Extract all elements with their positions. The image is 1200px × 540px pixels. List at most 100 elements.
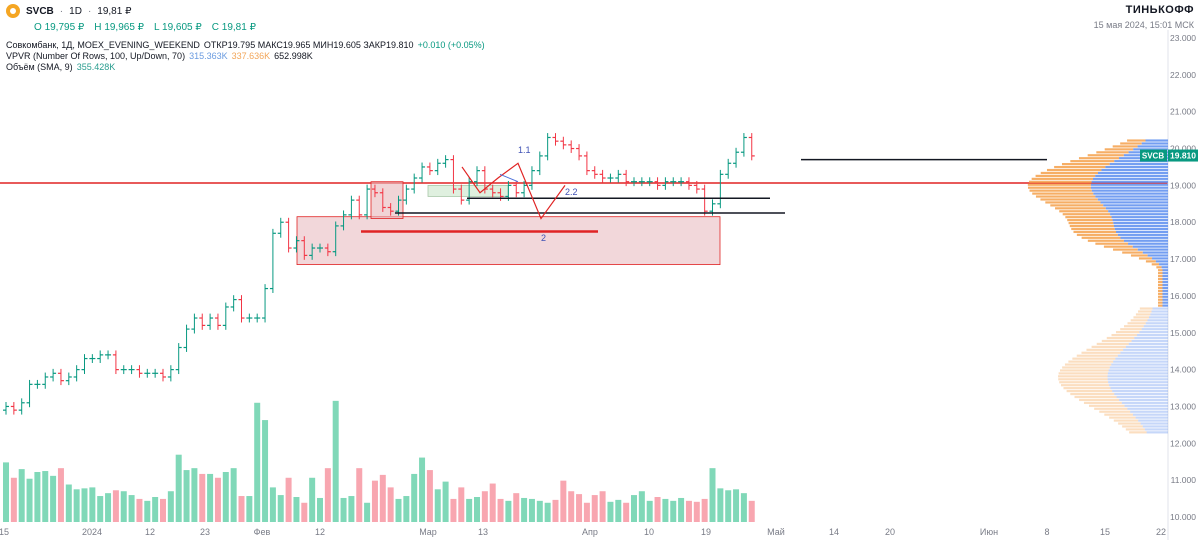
vpvr-down-bar [1135,313,1151,316]
vpvr-up-bar [1111,363,1168,366]
vpvr-up-bar [1134,336,1168,340]
vpvr-up-bar [1120,236,1168,239]
vpvr-down-bar [1096,342,1129,346]
x-tick-label: 19 [701,527,711,537]
vpvr-up-bar [1152,257,1168,260]
vpvr-up-bar [1103,204,1168,207]
volume-bar [552,499,559,522]
vpvr-up-bar [1136,333,1168,337]
vpvr-up-bar [1133,148,1168,151]
vpvr-up-bar [1130,410,1168,413]
x-tick-label: Апр [582,527,598,537]
volume-bar [18,469,25,522]
vpvr-down-bar [1040,171,1099,175]
volume-bar [709,468,716,522]
volume-bar [89,487,96,522]
volume-bar [269,487,276,522]
volume-bar [120,491,127,522]
vpvr-down-bar [1029,189,1092,192]
vpvr-down-bar [1078,157,1120,160]
vpvr-up-bar [1105,165,1168,169]
vpvr-down-bar [1070,392,1115,396]
vpvr-down-bar [1063,387,1111,390]
wave-annotation: 1.1 [518,145,531,155]
price-axis: 23.000 22.000 21.000 20.000 19.000 18.000 17.0… [1170,33,1196,522]
volume-bar [136,498,143,522]
x-tick-label: Мар [419,527,437,537]
volume-profile [1027,139,1168,434]
candles [3,133,755,415]
drawings: 1.1 2 2.2 [361,145,1047,243]
vpvr-down-bar [1087,239,1124,242]
vpvr-down-bar [1158,280,1163,284]
vpvr-up-bar [1123,239,1168,242]
wave-annotation: 2 [541,233,546,243]
x-tick-label: Июн [980,527,998,537]
volume-bar [34,472,41,522]
x-tick-label: 15 [0,527,9,537]
volume-bar [73,489,80,522]
vpvr-up-bar [1100,201,1168,204]
x-tick-label: 13 [478,527,488,537]
vpvr-down-bar [1062,366,1110,369]
vpvr-down-bar [1032,192,1094,195]
volume-bar [214,477,221,522]
vpvr-up-bar [1109,366,1168,369]
volume-bar [403,496,410,522]
vpvr-down-bar [1050,204,1104,207]
volume-bar [293,497,300,522]
x-tick-label: 8 [1044,527,1049,537]
volume-bar [191,468,198,522]
vpvr-down-bar [1071,227,1115,231]
vpvr-up-bar [1110,387,1168,390]
vpvr-down-bar [1074,395,1117,399]
vpvr-down-bar [1060,384,1110,387]
vpvr-down-bar [1064,363,1112,366]
vpvr-down-bar [1079,398,1120,402]
volume-bar [387,487,394,522]
volume-bar [112,490,119,522]
volume-bar [65,484,72,522]
vpvr-down-bar [1035,195,1096,198]
vpvr-down-bar [1067,219,1113,222]
vpvr-up-bar [1143,325,1168,328]
vpvr-down-bar [1158,277,1163,281]
y-tick-label: 10.000 [1170,512,1196,522]
volume-bar [254,402,261,522]
vpvr-down-bar [1127,139,1146,142]
y-tick-label: 11.000 [1171,475,1197,485]
vpvr-up-bar [1117,233,1168,236]
vpvr-up-bar [1091,180,1168,183]
wave-annotation: 2.2 [565,187,578,197]
volume-bar [348,496,355,522]
vpvr-up-bar [1123,348,1168,351]
vpvr-down-bar [1068,221,1114,225]
volume-bar [371,480,378,522]
vpvr-down-bar [1124,325,1144,328]
vpvr-up-bar [1107,378,1168,381]
vpvr-down-bar [1058,378,1108,381]
vpvr-up-bar [1124,404,1168,407]
vpvr-down-bar [1158,286,1163,290]
vpvr-up-bar [1152,307,1168,310]
vpvr-up-bar [1115,357,1168,360]
y-tick-label: 14.000 [1170,365,1196,375]
y-tick-label: 23.000 [1170,33,1196,43]
vpvr-up-bar [1112,389,1168,393]
volume-bar [607,501,614,522]
volume-bar [513,493,520,522]
vpvr-down-bar [1073,230,1117,234]
x-tick-label: 14 [829,527,839,537]
volume-bar [105,493,112,522]
vpvr-up-bar [1121,401,1168,404]
vpvr-up-bar [1128,342,1168,346]
volume-bar [160,498,166,522]
vpvr-up-bar [1101,168,1168,172]
vpvr-up-bar [1108,381,1168,384]
volume-bar [10,477,17,522]
x-tick-label: 22 [1156,527,1166,537]
vpvr-down-bar [1058,375,1108,378]
vpvr-down-bar [1058,372,1108,375]
x-tick-label: 10 [644,527,654,537]
